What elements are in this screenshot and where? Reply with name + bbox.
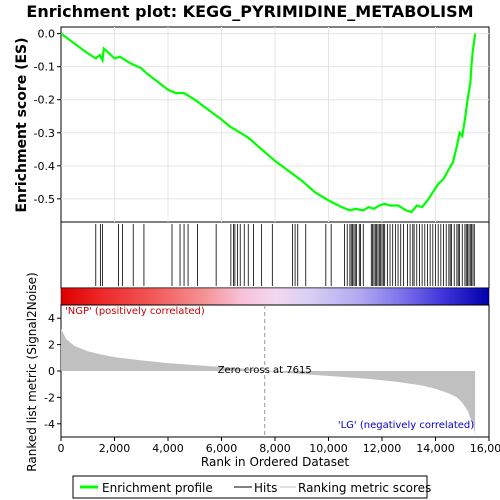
x-axis-label: Rank in Ordered Dataset xyxy=(201,455,349,469)
x-tick-label: 12,000 xyxy=(363,442,402,455)
enrichment-profile-line xyxy=(60,32,477,214)
es-gridlines xyxy=(61,27,489,222)
es-y-tick-label: -0.2 xyxy=(34,94,55,107)
chart-title: Enrichment plot: KEGG_PYRIMIDINE_METABOL… xyxy=(26,2,473,21)
enrichment-profile-path xyxy=(60,32,477,214)
metric-y-tick-label: 4 xyxy=(48,312,55,325)
metric-y-tick-label: 2 xyxy=(48,339,55,352)
legend: Enrichment profile Hits Ranking metric s… xyxy=(72,475,431,499)
x-axis-ticks: 0 2,000 4,000 6,000 8,000 10,000 12,000 14,000 1… xyxy=(58,437,500,455)
x-tick-label: 4,000 xyxy=(152,442,184,455)
legend-label-enrichment: Enrichment profile xyxy=(102,481,213,495)
negative-correlation-label: 'LG' (negatively correlated) xyxy=(338,420,474,431)
es-y-tick-label: -0.3 xyxy=(34,127,55,140)
es-y-tick-label: -0.4 xyxy=(34,160,55,173)
legend-label-hits: Hits xyxy=(254,481,277,495)
heat-bar xyxy=(60,287,490,306)
metric-y-axis-label: Ranked list metric (Signal2Noise) xyxy=(25,272,39,471)
x-tick-label: 8,000 xyxy=(259,442,291,455)
metric-y-tick-label: -2 xyxy=(44,391,55,404)
x-tick-label: 2,000 xyxy=(99,442,131,455)
metric-y-ticks: 4 2 0 -2 -4 xyxy=(44,312,61,431)
x-tick-label: 14,000 xyxy=(416,442,455,455)
es-y-axis-label: Enrichment score (ES) xyxy=(14,37,30,212)
es-y-tick-label: -0.5 xyxy=(34,193,55,206)
metric-y-tick-label: 0 xyxy=(48,365,55,378)
es-y-tick-label: 0.0 xyxy=(38,28,56,41)
x-tick-label: 10,000 xyxy=(309,442,348,455)
hit-markers xyxy=(95,224,475,286)
x-tick-label: 0 xyxy=(58,442,65,455)
es-y-tick-label: -0.1 xyxy=(34,61,55,74)
zero-cross-label: Zero cross at 7615 xyxy=(218,365,312,376)
legend-label-metric: Ranking metric scores xyxy=(298,481,431,495)
metric-y-tick-label: -4 xyxy=(44,418,55,431)
es-y-ticks: 0.0 -0.1 -0.2 -0.3 -0.4 -0.5 xyxy=(34,28,61,206)
x-tick-label: 6,000 xyxy=(206,442,238,455)
positive-correlation-label: 'NGP' (positively correlated) xyxy=(65,306,205,317)
x-tick-label: 16,000 xyxy=(470,442,500,455)
hits-panel-frame xyxy=(60,221,490,289)
